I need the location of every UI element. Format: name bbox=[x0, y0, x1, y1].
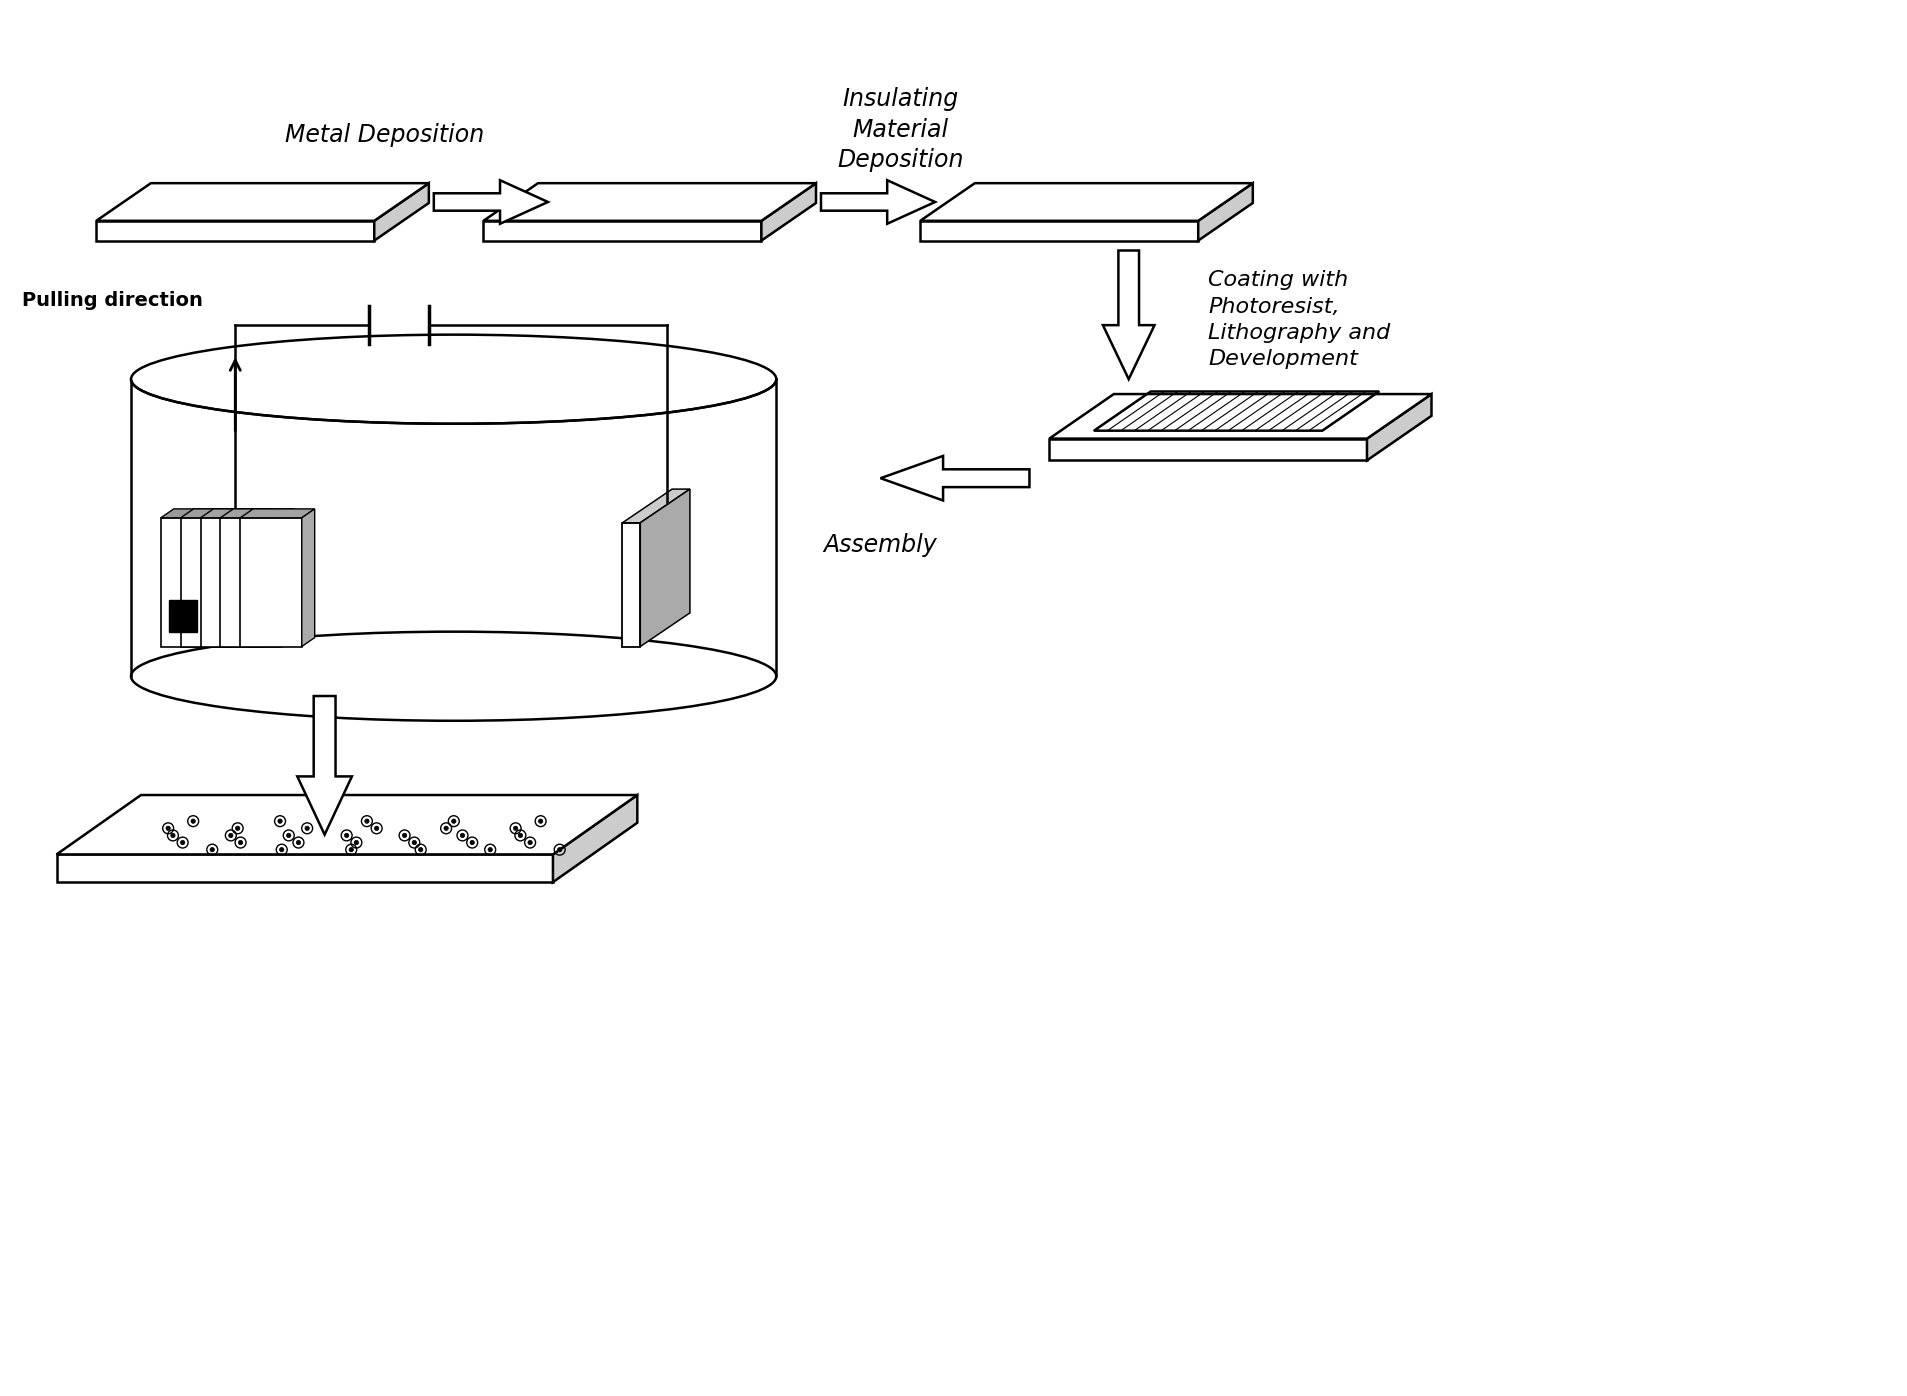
Polygon shape bbox=[622, 489, 690, 522]
Circle shape bbox=[191, 819, 195, 824]
Polygon shape bbox=[1102, 250, 1154, 380]
Polygon shape bbox=[181, 518, 242, 646]
Polygon shape bbox=[301, 510, 315, 646]
Text: Metal Deposition: Metal Deposition bbox=[284, 123, 484, 147]
Circle shape bbox=[513, 826, 517, 831]
Polygon shape bbox=[261, 510, 275, 646]
Circle shape bbox=[364, 819, 368, 824]
Circle shape bbox=[235, 826, 240, 831]
Circle shape bbox=[181, 840, 185, 845]
Circle shape bbox=[488, 847, 492, 852]
Polygon shape bbox=[1365, 394, 1430, 461]
Circle shape bbox=[166, 826, 170, 831]
Text: Insulating
Material
Deposition: Insulating Material Deposition bbox=[837, 87, 963, 173]
Polygon shape bbox=[200, 510, 275, 518]
Polygon shape bbox=[553, 796, 637, 882]
Polygon shape bbox=[297, 697, 351, 835]
Circle shape bbox=[349, 847, 353, 852]
Polygon shape bbox=[57, 796, 637, 854]
Polygon shape bbox=[1198, 183, 1253, 240]
Polygon shape bbox=[761, 183, 816, 240]
Polygon shape bbox=[221, 510, 296, 518]
Text: Assembly: Assembly bbox=[824, 533, 936, 557]
Circle shape bbox=[418, 847, 423, 852]
Polygon shape bbox=[240, 510, 315, 518]
Circle shape bbox=[528, 840, 532, 845]
Polygon shape bbox=[1049, 394, 1430, 438]
Circle shape bbox=[355, 840, 359, 845]
Polygon shape bbox=[1049, 438, 1365, 461]
Circle shape bbox=[452, 819, 456, 824]
Polygon shape bbox=[168, 600, 196, 631]
Polygon shape bbox=[820, 180, 934, 223]
Circle shape bbox=[278, 819, 282, 824]
Polygon shape bbox=[433, 180, 547, 223]
Polygon shape bbox=[240, 518, 301, 646]
Circle shape bbox=[296, 840, 301, 845]
Circle shape bbox=[412, 840, 416, 845]
Circle shape bbox=[444, 826, 448, 831]
Polygon shape bbox=[482, 183, 816, 221]
Polygon shape bbox=[160, 510, 235, 518]
Circle shape bbox=[374, 826, 379, 831]
Polygon shape bbox=[181, 510, 256, 518]
Circle shape bbox=[519, 833, 523, 838]
Polygon shape bbox=[95, 221, 374, 240]
Circle shape bbox=[229, 833, 233, 838]
Circle shape bbox=[170, 833, 175, 838]
Circle shape bbox=[238, 840, 242, 845]
Polygon shape bbox=[242, 510, 256, 646]
Circle shape bbox=[210, 847, 214, 852]
Circle shape bbox=[460, 833, 465, 838]
Polygon shape bbox=[879, 456, 1030, 501]
Polygon shape bbox=[919, 221, 1198, 240]
Polygon shape bbox=[221, 518, 282, 646]
Ellipse shape bbox=[132, 335, 776, 424]
Polygon shape bbox=[482, 221, 761, 240]
Ellipse shape bbox=[132, 631, 776, 720]
Polygon shape bbox=[95, 183, 429, 221]
Circle shape bbox=[305, 826, 309, 831]
Polygon shape bbox=[57, 854, 553, 882]
Circle shape bbox=[538, 819, 542, 824]
Polygon shape bbox=[374, 183, 429, 240]
Text: Pulling direction: Pulling direction bbox=[21, 290, 202, 310]
Polygon shape bbox=[919, 183, 1253, 221]
Circle shape bbox=[469, 840, 475, 845]
Circle shape bbox=[280, 847, 284, 852]
Polygon shape bbox=[622, 522, 641, 646]
Polygon shape bbox=[160, 518, 223, 646]
Polygon shape bbox=[641, 489, 690, 646]
Text: Coating with
Photoresist,
Lithography and
Development: Coating with Photoresist, Lithography an… bbox=[1207, 271, 1390, 370]
Polygon shape bbox=[223, 510, 235, 646]
Circle shape bbox=[345, 833, 349, 838]
Polygon shape bbox=[282, 510, 296, 646]
Polygon shape bbox=[200, 518, 261, 646]
Circle shape bbox=[286, 833, 290, 838]
Circle shape bbox=[557, 847, 561, 852]
Circle shape bbox=[402, 833, 406, 838]
